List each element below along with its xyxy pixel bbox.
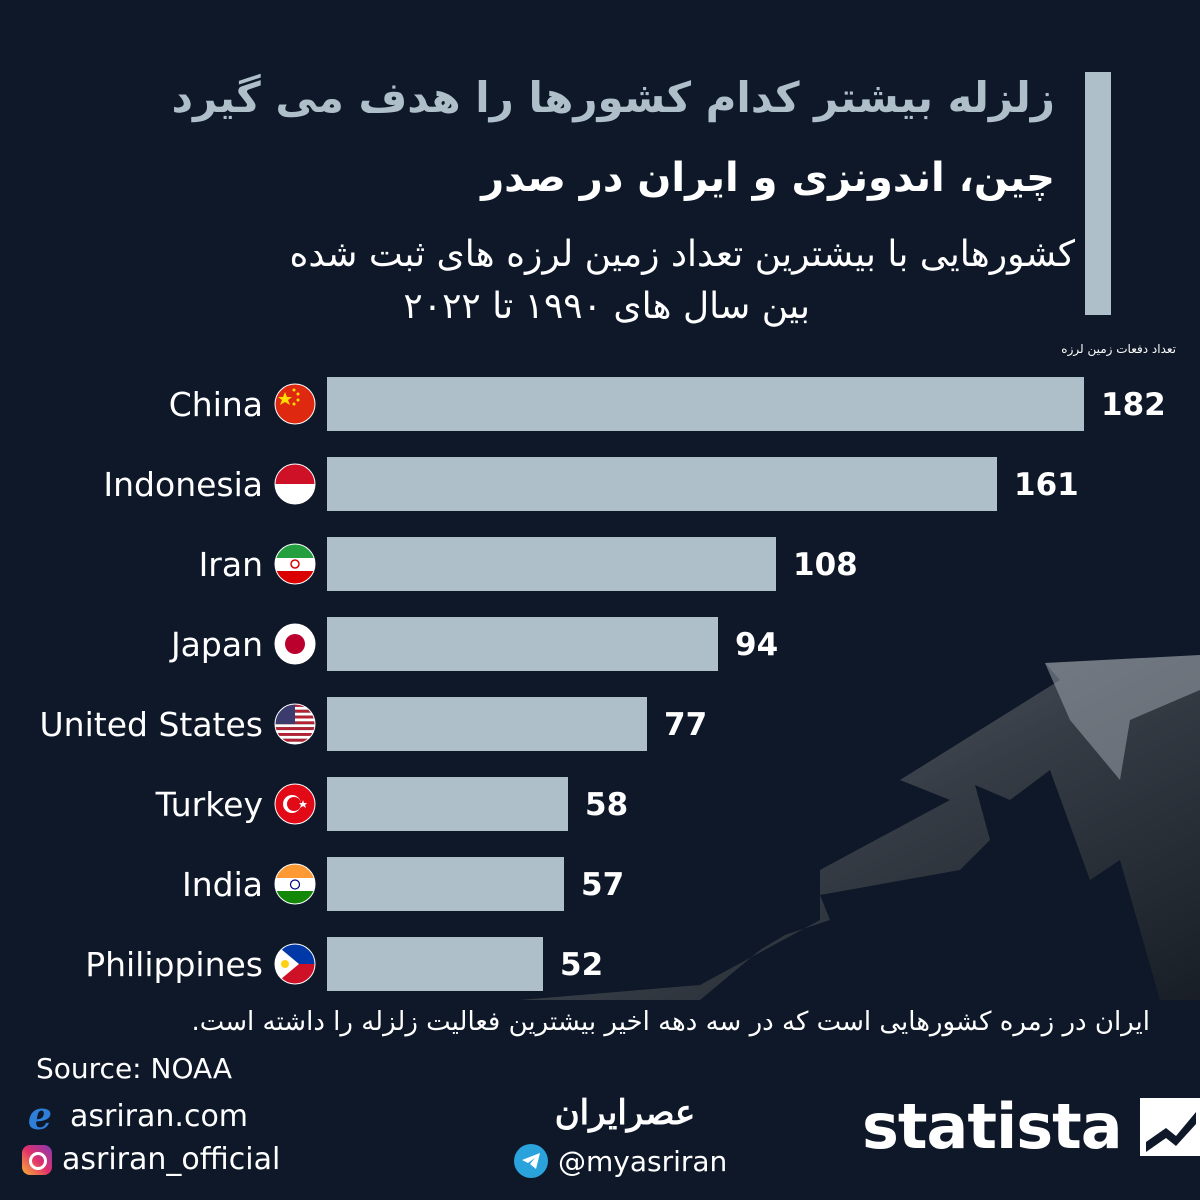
headline: چین، اندونزی و ایران در صدر: [481, 155, 1055, 201]
value-label: 77: [664, 707, 707, 743]
title-accent-bar: [1085, 72, 1111, 315]
earthquake-crack-illustration: [520, 655, 1200, 1000]
statista-logo: statista: [862, 1096, 1200, 1158]
asriran-logo: عصرایران: [554, 1093, 696, 1133]
value-label: 57: [581, 867, 624, 903]
category-label: Indonesia: [103, 465, 263, 504]
value-label: 52: [560, 947, 603, 983]
value-label: 94: [735, 627, 778, 663]
browser-icon: e: [27, 1093, 53, 1138]
category-label: Turkey: [155, 785, 263, 824]
page-title: زلزله بیشتر کدام کشورها را هدف می گیرد: [171, 73, 1055, 122]
source-label: Source: NOAA: [36, 1052, 233, 1085]
instagram-link[interactable]: asriran_official: [22, 1142, 280, 1177]
statista-mark-icon: [1139, 1098, 1200, 1156]
unit-label: تعداد دفعات زمین لرزه: [1061, 342, 1176, 356]
footnote: ایران در زمره کشورهایی است که در سه دهه …: [191, 1007, 1150, 1037]
bars-group: China 182 Indonesia 161 Iran 108 Japan 94 United…: [40, 377, 1166, 991]
iran-flag-icon: [274, 543, 316, 585]
category-label: United States: [40, 705, 263, 744]
bar: [327, 377, 1084, 431]
china-flag-icon: [274, 383, 316, 425]
philippines-flag-icon: [274, 943, 316, 985]
category-label: China: [169, 385, 263, 424]
telegram-link[interactable]: @myasriran: [514, 1144, 727, 1178]
usa-flag-icon: [274, 703, 316, 745]
subtitle-line-1: کشورهایی با بیشترین تعداد زمین لرزه های …: [289, 234, 1075, 275]
japan-flag-icon: [274, 623, 316, 665]
turkey-flag-icon: [274, 783, 316, 825]
site-link[interactable]: e asriran.com: [20, 1096, 248, 1136]
category-label: India: [182, 865, 263, 904]
value-label: 108: [793, 547, 858, 583]
bar: [327, 937, 543, 991]
value-label: 58: [585, 787, 628, 823]
indonesia-flag-icon: [274, 463, 316, 505]
telegram-handle: @myasriran: [558, 1144, 728, 1178]
instagram-handle: asriran_official: [62, 1142, 281, 1177]
category-label: Iran: [199, 545, 263, 584]
bar: [327, 617, 718, 671]
category-label: Philippines: [85, 945, 263, 984]
statista-wordmark: statista: [862, 1090, 1123, 1163]
bar: [327, 457, 997, 511]
bar: [327, 857, 564, 911]
value-label: 182: [1101, 387, 1166, 423]
site-url: asriran.com: [70, 1098, 249, 1134]
category-label: Japan: [169, 625, 263, 664]
bar: [327, 697, 647, 751]
instagram-icon: [22, 1144, 52, 1175]
subtitle-line-2: بین سال های ۱۹۹۰ تا ۲۰۲۲: [403, 286, 810, 327]
bar: [327, 777, 568, 831]
bar: [327, 537, 776, 591]
india-flag-icon: [274, 863, 316, 905]
telegram-icon: [514, 1144, 548, 1178]
value-label: 161: [1014, 467, 1079, 503]
